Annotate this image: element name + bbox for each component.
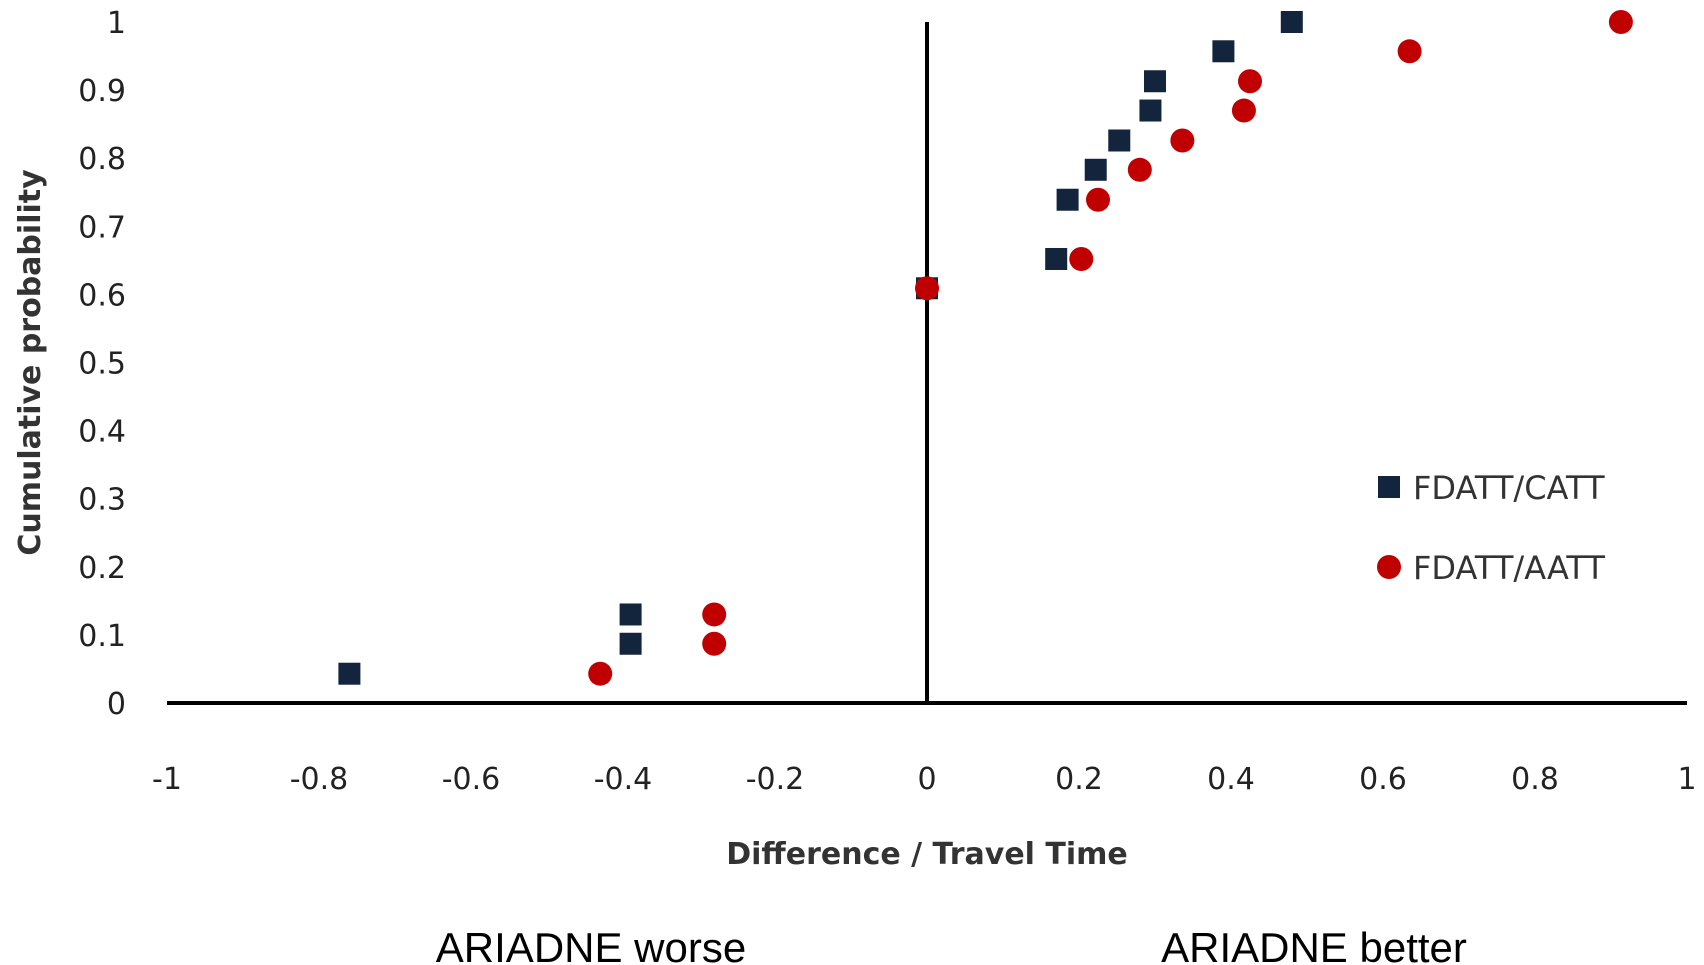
y-tick-label: 0.8 bbox=[78, 142, 126, 177]
x-tick-label: -0.8 bbox=[290, 762, 349, 797]
y-tick-label: 0.7 bbox=[78, 210, 126, 245]
data-point-circle bbox=[1238, 69, 1262, 94]
legend-label: FDATT/CATT bbox=[1413, 469, 1605, 507]
data-points bbox=[338, 10, 1633, 686]
data-point-square bbox=[1056, 188, 1079, 211]
y-tick-label: 0.6 bbox=[78, 278, 126, 313]
data-point-square bbox=[1139, 99, 1162, 122]
data-point-circle bbox=[1127, 157, 1152, 182]
x-tick-label: 0.8 bbox=[1511, 762, 1559, 797]
x-tick-label: -0.2 bbox=[746, 762, 805, 797]
x-tick-labels: -1 -0.8 -0.6 -0.4 -0.2 0 0.2 0.4 0.6 0.8 1 bbox=[152, 762, 1697, 797]
y-tick-label: 0.3 bbox=[78, 483, 126, 518]
y-tick-label: 0 bbox=[107, 687, 126, 722]
data-point-circle bbox=[702, 602, 727, 627]
data-point-circle bbox=[915, 276, 939, 301]
data-point-square bbox=[619, 632, 642, 655]
x-tick-label: -0.6 bbox=[442, 762, 501, 797]
data-point-square bbox=[1108, 129, 1131, 152]
data-point-circle bbox=[1069, 246, 1094, 271]
x-axis-title: Difference / Travel Time bbox=[726, 837, 1128, 872]
data-point-circle bbox=[1170, 128, 1195, 153]
annotation-ariadne-better: ARIADNE better bbox=[1161, 924, 1467, 965]
y-tick-label: 0.1 bbox=[78, 619, 126, 654]
data-point-square bbox=[1144, 70, 1166, 93]
data-point-circle bbox=[1231, 98, 1256, 123]
legend: FDATT/CATT FDATT/AATT bbox=[1377, 469, 1605, 587]
legend-square-icon bbox=[1378, 476, 1400, 498]
y-axis-title: Cumulative probability bbox=[13, 169, 48, 556]
data-point-circle bbox=[588, 661, 613, 686]
data-point-circle bbox=[1608, 10, 1633, 34]
data-point-square bbox=[1084, 158, 1107, 181]
x-tick-label: 0.2 bbox=[1055, 762, 1103, 797]
y-tick-label: 1 bbox=[107, 6, 126, 41]
data-point-square bbox=[619, 603, 642, 626]
x-tick-label: 0 bbox=[917, 762, 936, 797]
data-point-square bbox=[1280, 11, 1303, 33]
data-point-square bbox=[1045, 247, 1068, 270]
data-point-circle bbox=[1397, 39, 1422, 64]
annotation-ariadne-worse: ARIADNE worse bbox=[436, 924, 746, 965]
data-point-square bbox=[1212, 40, 1235, 63]
x-tick-label: -1 bbox=[152, 762, 182, 797]
y-tick-label: 0.4 bbox=[78, 415, 126, 450]
y-tick-label: 0.5 bbox=[78, 347, 126, 382]
x-tick-label: 0.4 bbox=[1207, 762, 1255, 797]
series-fdatt-catt bbox=[338, 11, 1303, 685]
series-fdatt-aatt bbox=[588, 10, 1633, 686]
data-point-square bbox=[338, 662, 361, 685]
y-tick-label: 0.2 bbox=[78, 551, 126, 586]
y-tick-label: 0.9 bbox=[78, 74, 126, 109]
legend-label: FDATT/AATT bbox=[1413, 549, 1605, 587]
x-tick-label: 0.6 bbox=[1359, 762, 1407, 797]
x-tick-label: 1 bbox=[1677, 762, 1696, 797]
data-point-circle bbox=[702, 631, 727, 656]
x-tick-label: -0.4 bbox=[594, 762, 653, 797]
data-point-circle bbox=[1086, 187, 1110, 212]
y-tick-labels: 0 0.1 0.2 0.3 0.4 0.5 0.6 0.7 0.8 0.9 1 bbox=[78, 6, 126, 722]
legend-circle-icon bbox=[1377, 555, 1401, 579]
